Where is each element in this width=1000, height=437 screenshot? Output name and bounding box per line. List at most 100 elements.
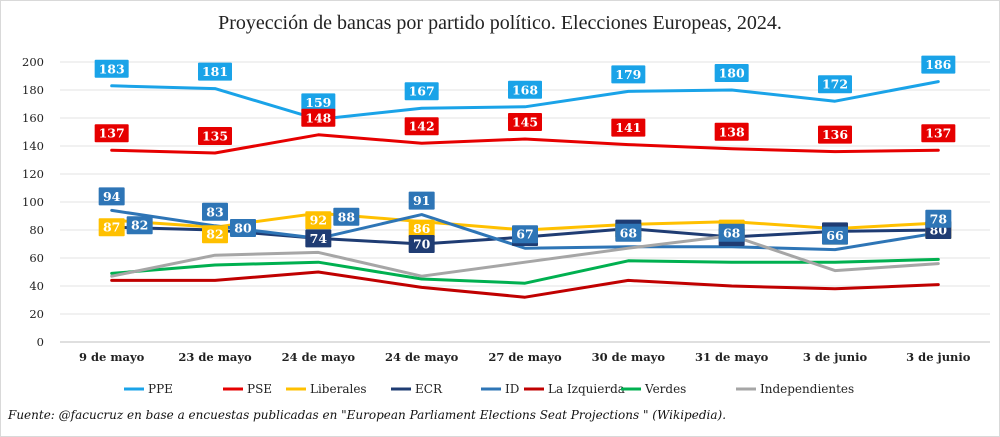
- data-label: 145: [508, 113, 542, 131]
- x-tick-label: 24 de mayo: [385, 350, 459, 364]
- data-label-text: 142: [409, 119, 435, 134]
- legend-label: Verdes: [644, 382, 686, 396]
- data-label: 167: [404, 82, 439, 101]
- data-label: 68: [615, 223, 642, 242]
- data-label-box: [718, 223, 745, 242]
- data-label-box: [921, 124, 956, 143]
- data-label-box: [714, 64, 749, 82]
- data-label-text: 91: [413, 193, 430, 208]
- y-tick-label: 140: [22, 139, 44, 153]
- data-label-box: [611, 118, 646, 137]
- data-label-box: [611, 65, 646, 84]
- data-label-box: [98, 187, 125, 206]
- data-label: 148: [301, 108, 336, 127]
- data-label-box: [404, 82, 439, 101]
- data-label-text: 68: [620, 225, 638, 240]
- legend-label: Independientes: [760, 382, 854, 396]
- data-label: 168: [508, 80, 542, 99]
- data-label-box: [301, 93, 336, 112]
- data-label-box: [512, 225, 538, 244]
- gridlines: [60, 61, 990, 343]
- series-line-la-izquierda: [110, 270, 940, 299]
- data-label-text: 168: [512, 82, 538, 97]
- data-label: 82: [126, 216, 153, 235]
- data-label: 180: [714, 64, 749, 82]
- data-label: 87: [98, 218, 125, 237]
- data-label: 74: [305, 229, 332, 248]
- x-axis: 9 de mayo 23 de mayo 24 de mayo 24 de mayo 2…: [79, 350, 971, 364]
- y-axis: 0 20 40 60 80 100 120 140 160 180 200: [22, 55, 44, 349]
- y-tick-label: 120: [22, 167, 44, 181]
- legend-label: Liberales: [310, 382, 367, 396]
- legend-item: La Izquierda: [524, 382, 625, 396]
- data-label-text: 83: [206, 204, 223, 219]
- data-label-box: [822, 226, 848, 245]
- data-label-text: 145: [512, 115, 538, 130]
- data-label-text: 74: [310, 231, 328, 246]
- data-label: 92: [305, 211, 332, 230]
- data-label-text: 88: [338, 209, 356, 224]
- data-label-box: [615, 223, 642, 242]
- legend-label: PSE: [247, 382, 272, 396]
- legend: PPE PSE Liberales ECR ID La Izquierda Verdes In…: [124, 382, 854, 396]
- data-label: 141: [611, 118, 646, 137]
- data-label-text: 186: [925, 57, 951, 72]
- data-label: 94: [98, 187, 125, 206]
- data-label-text: 136: [822, 127, 848, 142]
- data-label-box: [818, 125, 852, 144]
- data-label-text: 94: [103, 189, 121, 204]
- data-label-box: [98, 218, 125, 237]
- data-label-text: 80: [234, 221, 252, 236]
- data-label-box: [508, 113, 542, 131]
- x-tick-label: 27 de mayo: [488, 350, 562, 364]
- legend-label: La Izquierda: [548, 382, 625, 396]
- legend-item: Liberales: [286, 382, 367, 396]
- source-note: Fuente: @facucruz en base a encuestas pu…: [8, 408, 727, 422]
- data-label: 91: [408, 191, 435, 210]
- data-label: 67: [512, 225, 538, 244]
- data-label-text: 137: [925, 126, 951, 141]
- legend-item: Verdes: [621, 382, 686, 396]
- data-label-box: [921, 55, 956, 74]
- data-label-text: 183: [99, 61, 125, 76]
- data-label-text: 66: [826, 228, 844, 243]
- data-label-text: 159: [305, 95, 331, 110]
- data-label-text: 138: [719, 124, 745, 139]
- data-label-box: [301, 108, 336, 127]
- data-label-box: [508, 80, 542, 99]
- data-label-box: [94, 59, 129, 78]
- legend-item: ID: [481, 382, 519, 396]
- data-label: 135: [198, 127, 232, 145]
- x-tick-label: 31 de mayo: [695, 350, 769, 364]
- series-line-independientes: [110, 234, 940, 278]
- legend-item: PPE: [124, 382, 173, 396]
- data-label-text: 68: [723, 225, 741, 240]
- data-label-box: [818, 75, 852, 94]
- data-label-box: [714, 122, 749, 141]
- data-label: 82: [202, 225, 228, 244]
- data-label: 80: [230, 219, 256, 237]
- data-label-box: [408, 191, 435, 210]
- data-label-text: 82: [206, 227, 223, 242]
- data-label-box: [408, 219, 435, 238]
- data-label: 138: [714, 122, 749, 141]
- data-label-box: [333, 207, 360, 226]
- data-label: 137: [94, 124, 129, 143]
- data-label-box: [305, 211, 332, 230]
- x-tick-label: 30 de mayo: [592, 350, 666, 364]
- y-tick-label: 40: [29, 279, 44, 293]
- x-tick-label: 9 de mayo: [79, 350, 145, 364]
- data-label-box: [198, 127, 232, 145]
- data-label-text: 137: [99, 126, 125, 141]
- data-label-text: 92: [310, 213, 327, 228]
- legend-item: Independientes: [736, 382, 854, 396]
- data-label: 159: [301, 93, 336, 112]
- y-tick-label: 20: [29, 307, 44, 321]
- data-label-text: 67: [516, 227, 533, 242]
- data-labels: 183 181 159 167 168 179 180 172 186 137 135 148 142 1…: [94, 55, 956, 253]
- legend-label: ECR: [415, 382, 443, 396]
- data-label: 172: [818, 75, 852, 94]
- series-line-ppe: [110, 80, 940, 121]
- data-label-box: [94, 124, 129, 143]
- data-label: 78: [925, 209, 952, 228]
